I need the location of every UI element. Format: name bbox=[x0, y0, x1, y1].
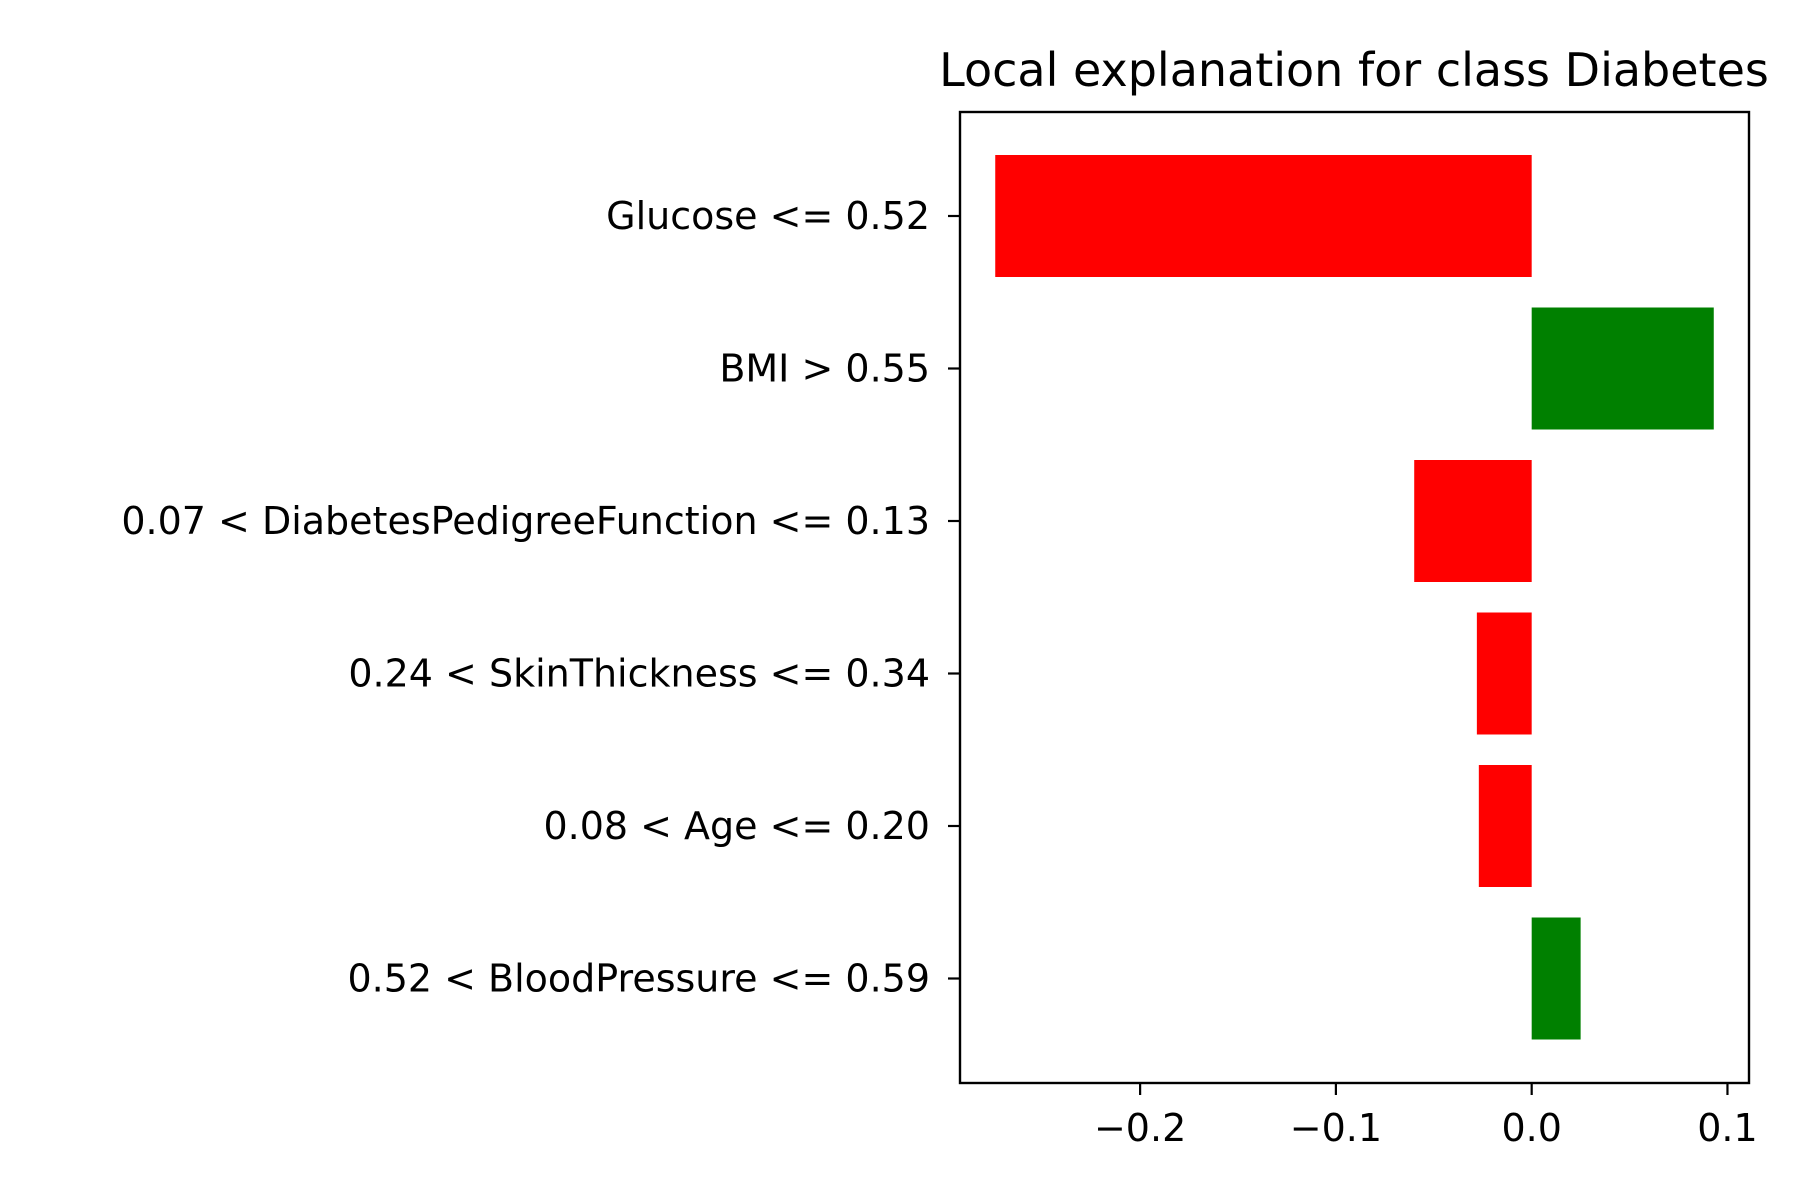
bar-3 bbox=[1476, 612, 1532, 735]
x-tick-label-1: −0.1 bbox=[1290, 1106, 1382, 1150]
bar-5 bbox=[1531, 917, 1581, 1040]
x-tick-label-0: −0.2 bbox=[1094, 1106, 1186, 1150]
y-tick-label-5: 0.52 < BloodPressure <= 0.59 bbox=[347, 957, 930, 1001]
x-tick-label-2: 0.0 bbox=[1501, 1106, 1561, 1150]
y-tick-label-4: 0.08 < Age <= 0.20 bbox=[543, 804, 930, 848]
bars-group bbox=[995, 155, 1714, 1040]
bar-1 bbox=[1531, 307, 1714, 430]
y-tick-label-1: BMI > 0.55 bbox=[719, 347, 930, 391]
y-tick-label-3: 0.24 < SkinThickness <= 0.34 bbox=[348, 652, 930, 696]
bar-2 bbox=[1414, 460, 1532, 582]
x-tick-label-3: 0.1 bbox=[1697, 1106, 1757, 1150]
y-axis: Glucose <= 0.52 BMI > 0.55 0.07 < Diabetes… bbox=[121, 194, 960, 1001]
x-axis: −0.2 −0.1 0.0 0.1 bbox=[1094, 1083, 1758, 1150]
y-tick-label-0: Glucose <= 0.52 bbox=[606, 194, 930, 238]
y-tick-label-2: 0.07 < DiabetesPedigreeFunction <= 0.13 bbox=[121, 499, 930, 543]
bar-0 bbox=[995, 155, 1532, 277]
plot-frame bbox=[958, 110, 1751, 1085]
chart-title: Local explanation for class Diabetes bbox=[939, 43, 1769, 97]
bar-4 bbox=[1478, 765, 1532, 887]
